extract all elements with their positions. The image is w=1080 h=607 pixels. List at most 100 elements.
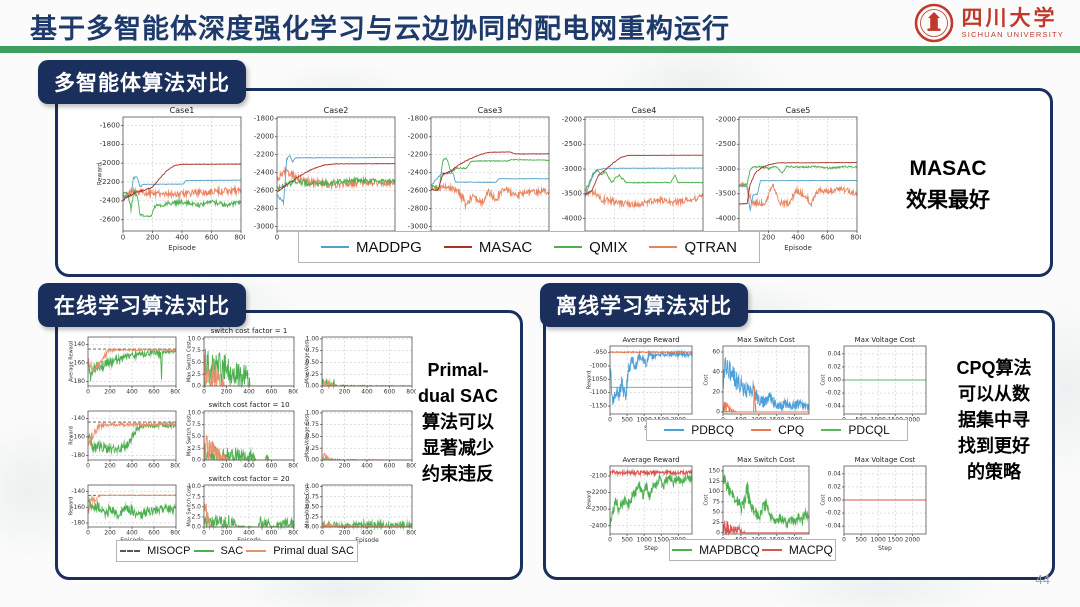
legend-label: Primal dual SAC <box>273 545 354 557</box>
legend-item: QTRAN <box>649 239 737 256</box>
chart-online-r2-reward <box>64 399 180 471</box>
chart-canvas-case5 <box>709 103 861 253</box>
chart-case4 <box>555 103 707 253</box>
chart-canvas-off11 <box>582 333 696 433</box>
legend-online: MISOCP SAC Primal dual SAC <box>116 540 358 562</box>
legend-item: MASAC <box>443 238 533 256</box>
qtran-line-swatch <box>649 246 678 248</box>
chart-offline-r1-switch-cost <box>699 333 813 433</box>
chart-online-r1-voltage-cost <box>300 325 416 397</box>
legend-item: SAC <box>193 545 244 557</box>
note-line: 可以从数 <box>958 384 1030 405</box>
chart-canvas-off23 <box>816 453 930 553</box>
university-seal-icon <box>914 3 953 43</box>
chart-offline-r1-avg-reward <box>582 333 696 433</box>
note-line: dual SAC <box>417 386 498 407</box>
note-primal-dual-sac: Primal- dual SAC 算法可以 显著减少 约束违反 <box>410 357 506 487</box>
pdbcq-line-swatch <box>664 429 685 431</box>
chart-case2 <box>247 103 399 253</box>
header-divider <box>0 46 1080 53</box>
chart-canvas-on23 <box>300 399 416 471</box>
chart-canvas-case4 <box>555 103 707 253</box>
legend-label: QTRAN <box>684 238 737 256</box>
chart-canvas-on31 <box>64 473 180 545</box>
university-name-en: SICHUAN UNIVERSITY <box>961 30 1064 40</box>
note-line: 约束违反 <box>422 464 494 485</box>
primal-dual-sac-line-swatch <box>246 550 267 552</box>
university-logo-text: 四川大学 SICHUAN UNIVERSITY <box>961 5 1064 40</box>
legend-label: MADDPG <box>355 238 422 256</box>
panel-offline: PDBCQ CPQ PDCQL MAPDBCQ MACPQ CPQ算法 可以从数… <box>543 310 1055 580</box>
chart-online-r3-switch-cost <box>182 473 298 545</box>
note-line: 的策略 <box>967 462 1021 483</box>
legend-label: MAPDBCQ <box>699 543 760 557</box>
legend-item: Primal dual SAC <box>246 545 354 557</box>
pdcql-line-swatch <box>821 429 842 431</box>
legend-item: QMIX <box>554 239 627 256</box>
note-line: 效果最好 <box>906 188 990 212</box>
chart-offline-r1-voltage-cost <box>816 333 930 433</box>
chart-online-r2-switch-cost <box>182 399 298 471</box>
note-line: 算法可以 <box>422 412 494 433</box>
page-title: 基于多智能体深度强化学习与云边协同的配电网重构运行 <box>30 14 730 44</box>
chart-canvas-on21 <box>64 399 180 471</box>
chart-canvas-off22 <box>699 453 813 553</box>
chart-case5 <box>709 103 861 253</box>
legend-item: MADDPG <box>320 238 422 256</box>
chart-online-r2-voltage-cost <box>300 399 416 471</box>
legend-label: PDBCQ <box>691 423 734 437</box>
note-masac: MASAC 效果最好 <box>858 153 1038 216</box>
chart-case1 <box>93 103 245 253</box>
chart-offline-r2-switch-cost <box>699 453 813 553</box>
mapdbcq-line-swatch <box>672 549 693 551</box>
legend-label: SAC <box>220 545 244 557</box>
university-logo: 四川大学 SICHUAN UNIVERSITY <box>914 3 1064 43</box>
legend-item: MAPDBCQ <box>672 543 760 557</box>
chart-canvas-on13 <box>300 325 416 397</box>
page-number: 44 <box>1035 572 1050 587</box>
masac-line-swatch <box>443 246 472 248</box>
legend-label: MASAC <box>478 238 533 256</box>
badge-offline: 离线学习算法对比 <box>540 283 748 327</box>
chart-canvas-off12 <box>699 333 813 433</box>
legend-label: MISOCP <box>147 545 191 557</box>
note-line: CPQ算法 <box>956 358 1032 378</box>
macpq-line-swatch <box>761 549 782 551</box>
misocp-line-swatch <box>120 550 141 552</box>
chart-canvas-on22 <box>182 399 298 471</box>
legend-item: MACPQ <box>761 543 833 557</box>
note-line: 显著减少 <box>422 438 494 459</box>
legend-label: CPQ <box>778 423 805 437</box>
legend-item: MISOCP <box>120 545 190 557</box>
badge-multi-agent: 多智能体算法对比 <box>38 60 246 104</box>
university-name-cn: 四川大学 <box>961 5 1058 30</box>
note-cpq: CPQ算法 可以从数 据集中寻 找到更好 的策略 <box>944 355 1044 485</box>
chart-canvas-on12 <box>182 325 298 397</box>
legend-multi-agent: MADDPG MASAC QMIX QTRAN <box>298 231 760 263</box>
chart-online-r1-reward <box>64 325 180 397</box>
note-line: 找到更好 <box>958 436 1030 457</box>
sac-line-swatch <box>193 550 214 552</box>
chart-canvas-on32 <box>182 473 298 545</box>
chart-canvas-case3 <box>401 103 553 253</box>
note-line: Primal- <box>427 360 489 380</box>
maddpg-line-swatch <box>320 246 349 248</box>
chart-case3 <box>401 103 553 253</box>
badge-online: 在线学习算法对比 <box>38 283 246 327</box>
chart-canvas-off13 <box>816 333 930 433</box>
chart-offline-r2-avg-reward <box>582 453 696 553</box>
legend-label: QMIX <box>589 238 628 256</box>
chart-canvas-on11 <box>64 325 180 397</box>
chart-canvas-off21 <box>582 453 696 553</box>
chart-canvas-on33 <box>300 473 416 545</box>
chart-online-r1-switch-cost <box>182 325 298 397</box>
legend-offline-row1: PDBCQ CPQ PDCQL <box>646 419 908 441</box>
legend-item: CPQ <box>751 423 804 437</box>
legend-offline-row2: MAPDBCQ MACPQ <box>669 539 836 561</box>
qmix-line-swatch <box>554 246 583 248</box>
legend-label: PDCQL <box>848 423 890 437</box>
panel-online: MISOCP SAC Primal dual SAC Primal- dual … <box>55 310 523 580</box>
chart-canvas-case2 <box>247 103 399 253</box>
chart-canvas-case1 <box>93 103 245 253</box>
